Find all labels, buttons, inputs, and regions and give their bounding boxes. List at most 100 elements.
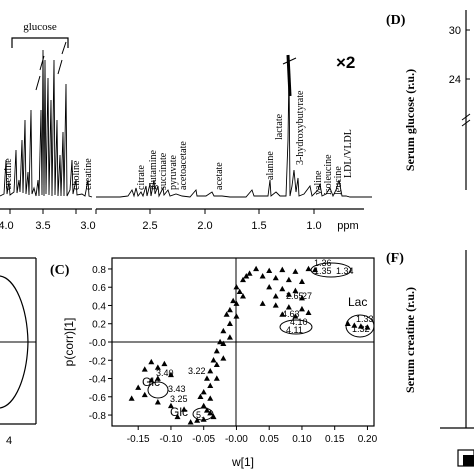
scatter-point-41	[207, 368, 214, 374]
scatter-point-30	[240, 293, 246, 299]
scatter-point-54	[210, 357, 217, 363]
peak-label-pyruvate: pyruvate	[168, 154, 179, 190]
ellipse-lac-top	[310, 262, 352, 278]
scatter-y-ticklabel-3: 0.2	[92, 320, 106, 331]
legend-marker-fill	[463, 455, 474, 466]
scatter-y-ticklabel-7: -0.6	[89, 393, 107, 404]
ellipse-4.10	[279, 319, 313, 335]
scatter-point-47	[207, 410, 214, 416]
scatter-x-ticklabel-2: -0.05	[192, 434, 215, 445]
scatter-point-52	[223, 311, 230, 317]
ppm-tick-2.5: 2.5	[142, 220, 157, 232]
scatter-point-42	[213, 375, 220, 381]
panel-b-partial: 4	[0, 257, 37, 447]
scatter-x-ticklabel-3: -0.00	[225, 434, 248, 445]
scatter-point-4	[305, 265, 312, 272]
peak-labels: creatine choline creatine citrate glutam…	[3, 90, 354, 195]
scatter-point-3	[292, 268, 299, 274]
annot-glc-2: Glc	[170, 405, 188, 419]
scatter-y-ticklabel-0: 0.8	[92, 265, 106, 276]
scatter-point-64	[154, 375, 161, 381]
scatter-point-38	[213, 347, 220, 354]
scatter-point-35	[220, 327, 227, 334]
peak-label-valine: valine	[313, 170, 324, 195]
scatter-y-ticklabel-4: -0.0	[89, 338, 107, 349]
scatter-point-1	[266, 267, 273, 273]
scatter-point-18	[285, 304, 292, 310]
scatter-point-49	[243, 273, 250, 279]
annot-lac: Lac	[348, 295, 367, 309]
scatter-point-29	[233, 284, 240, 290]
break-mark-left	[35, 55, 45, 91]
scatter-x-ticklabel-7: 0.20	[358, 434, 378, 445]
scatter-point-56	[197, 393, 204, 399]
scatter-point-2	[279, 266, 286, 273]
annot-27: 27	[302, 291, 312, 301]
scatter-point-31	[233, 300, 240, 306]
scatter-y-ticklabel-2: 0.4	[92, 301, 106, 312]
peak-label-creatine-2: creatine	[83, 158, 94, 190]
ppm-tick-1.5: 1.5	[251, 220, 266, 232]
scatter-point-37	[220, 340, 227, 347]
scatter-point-57	[203, 407, 210, 413]
scatter-x-axis-label: w[1]	[231, 455, 254, 469]
scatter-point-59	[148, 358, 155, 365]
ppm-tick-4.0: 4.0	[0, 220, 14, 232]
scatter-point-36	[226, 334, 233, 340]
scatter-point-26	[364, 324, 371, 330]
annot-4.11: 4.11	[286, 325, 303, 335]
peak-label-isoleucine: isoleucine	[323, 154, 334, 195]
ppm-axis-label: ppm	[337, 220, 358, 232]
scatter-point-58	[210, 413, 217, 420]
scatter-point-19	[298, 305, 305, 312]
scatter-y-ticklabel-6: -0.4	[89, 375, 107, 386]
scatter-point-44	[200, 389, 207, 395]
peak-label-choline: choline	[71, 160, 82, 190]
scatter-point-39	[220, 355, 227, 361]
scatter-y-ticklabel-5: -0.2	[89, 356, 107, 367]
scatter-point-73	[194, 417, 201, 423]
scatter-point-69	[154, 399, 161, 405]
peak-label-alanine: alanine	[265, 151, 276, 180]
panel-f-y-axis-label: Serum creatine (r.u.)	[403, 287, 417, 393]
panel-b-ellipse	[0, 275, 29, 409]
peak-label-creatine-1: creatine	[3, 158, 14, 190]
scatter-x-ticklabel-0: -0.15	[127, 434, 150, 445]
scatter-point-15	[298, 294, 305, 301]
scatter-annotations: 1.36 1.35 1.34 2.65 27 4.63 4.10 4.11 La…	[142, 258, 375, 421]
peak-label-succinate: succinate	[158, 152, 169, 190]
ellipse-glc-1	[147, 381, 169, 399]
scatter-point-7	[272, 274, 279, 281]
scatter-point-65	[148, 377, 155, 383]
scatter-point-45	[207, 395, 214, 401]
scatter-point-0	[253, 265, 260, 272]
annot-3.22: 3.22	[188, 366, 206, 376]
ppm-axis-ticks	[9, 209, 315, 214]
scatter-point-25	[357, 323, 364, 329]
scatter-point-9	[298, 278, 305, 284]
peak-label-citrate: citrate	[136, 164, 147, 190]
annot-1.35: 1.35	[314, 266, 332, 276]
scatter-point-28	[240, 276, 246, 283]
scatter-point-8	[285, 276, 292, 283]
scatter-point-51	[230, 297, 237, 304]
panel-c-label: (C)	[50, 263, 70, 278]
panel-d-y-axis-label: Serum glucose (r.u.)	[403, 69, 417, 171]
scatter-y-ticks: 0.8 0.6 0.4 0.2 -0.0 -0.2 -0.4 -0.6 -0.8	[89, 265, 112, 422]
panel-d-ticklabel-24: 24	[449, 74, 461, 86]
peak-label-3-hydroxybutyrate: 3-hydroxybutyrate	[295, 90, 306, 165]
scatter-point-20	[279, 311, 286, 317]
annot-3.25: 3.25	[170, 394, 188, 404]
panel-d-ticklabel-30: 30	[449, 25, 461, 37]
scatter-y-axis-label: p(corr)[1]	[62, 318, 76, 367]
annot-4.10: 4.10	[290, 317, 308, 327]
scatter-point-13	[272, 293, 279, 299]
nmr-spectrum-panel: glucose ×2 creatine choline creatine cit…	[0, 21, 372, 232]
scatter-point-63	[167, 371, 174, 378]
scatter-point-50	[236, 288, 243, 294]
scatter-x-ticklabel-6: 0.15	[325, 434, 345, 445]
ppm-tick-3.5: 3.5	[35, 220, 50, 232]
scatter-point-61	[141, 366, 148, 372]
peak-label-acetoacetate: acetoacetate	[178, 141, 189, 190]
